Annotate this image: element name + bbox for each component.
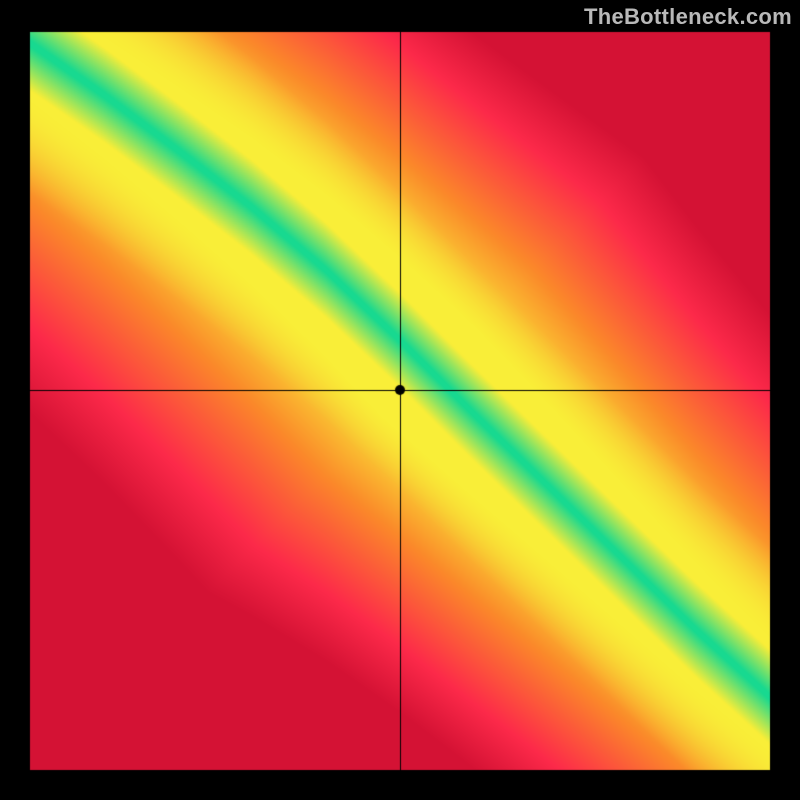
bottleneck-heatmap: [0, 0, 800, 800]
watermark-text: TheBottleneck.com: [584, 4, 792, 30]
chart-stage: TheBottleneck.com: [0, 0, 800, 800]
